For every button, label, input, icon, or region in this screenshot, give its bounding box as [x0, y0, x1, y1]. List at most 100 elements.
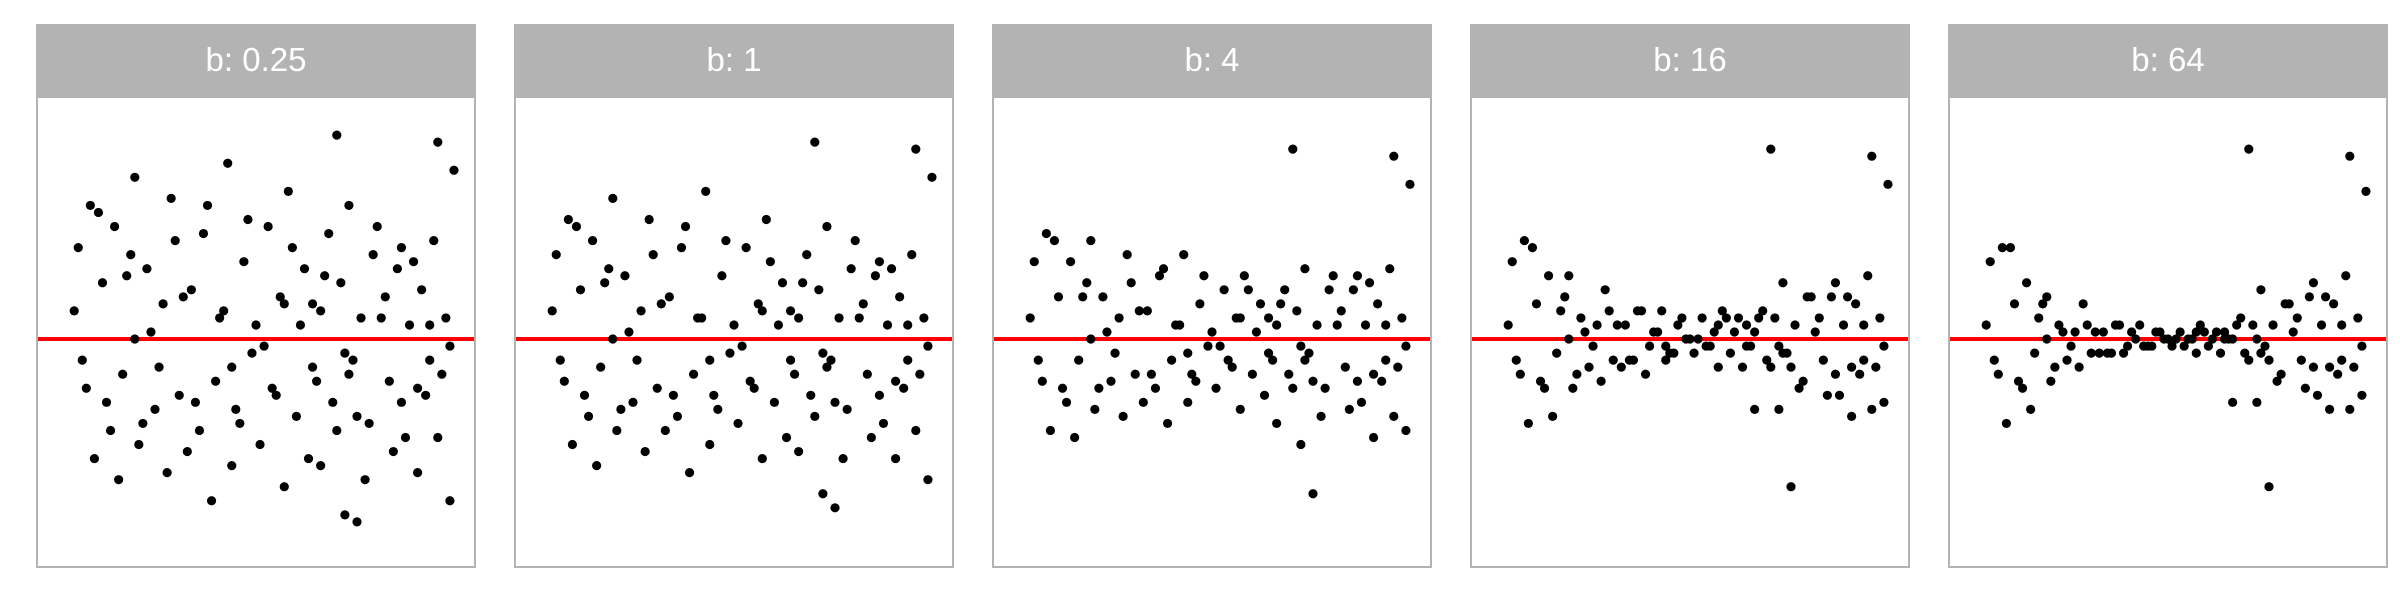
- data-point: [2252, 334, 2262, 344]
- scatter-plot: [38, 130, 474, 527]
- data-point: [1592, 320, 1602, 330]
- data-point: [2042, 292, 2052, 302]
- data-point: [842, 404, 852, 414]
- data-point: [624, 327, 634, 337]
- data-point: [757, 306, 767, 316]
- data-point: [312, 376, 322, 386]
- data-point: [777, 278, 788, 288]
- data-point: [425, 320, 435, 330]
- data-point: [2147, 341, 2157, 351]
- data-point: [2308, 362, 2319, 372]
- data-point: [1389, 411, 1399, 421]
- data-point: [332, 425, 342, 436]
- data-point: [1997, 243, 2007, 253]
- data-point: [684, 468, 695, 478]
- data-point: [2199, 327, 2209, 337]
- data-point: [1786, 482, 1796, 492]
- data-point: [251, 320, 261, 330]
- data-point: [882, 320, 893, 330]
- facet-panel-b-64: b: 64: [1948, 24, 2388, 568]
- data-point: [721, 235, 731, 246]
- data-point: [146, 327, 156, 337]
- data-point: [830, 503, 840, 513]
- data-point: [1693, 334, 1703, 344]
- data-point: [2094, 348, 2104, 358]
- data-point: [174, 390, 184, 400]
- data-point: [2175, 327, 2185, 337]
- data-point: [388, 446, 398, 457]
- data-point: [1806, 292, 1816, 302]
- data-point: [1348, 285, 1358, 295]
- data-point: [413, 383, 423, 393]
- data-point: [1134, 306, 1144, 316]
- data-point: [1284, 369, 1294, 379]
- data-point: [1219, 285, 1229, 295]
- data-point: [1393, 362, 1403, 372]
- data-point: [1989, 355, 1999, 365]
- data-point: [1207, 327, 1217, 337]
- data-point: [1126, 278, 1136, 288]
- data-point: [1786, 362, 1796, 372]
- data-point: [1527, 243, 1538, 253]
- data-point: [1814, 313, 1824, 323]
- data-point: [380, 292, 390, 302]
- data-point: [2284, 299, 2294, 309]
- data-point: [1110, 348, 1120, 358]
- data-point: [150, 404, 160, 414]
- data-point: [1766, 144, 1776, 154]
- data-point: [1272, 320, 1282, 330]
- data-point: [130, 334, 140, 344]
- data-point: [1094, 383, 1104, 393]
- data-point: [1049, 235, 1060, 246]
- data-point: [697, 313, 707, 323]
- data-point: [785, 306, 796, 316]
- data-point: [600, 278, 610, 288]
- data-point: [1150, 383, 1161, 393]
- data-point: [1025, 313, 1035, 323]
- data-point: [1863, 271, 1873, 281]
- data-point: [1669, 348, 1679, 358]
- data-point: [247, 348, 257, 358]
- data-point: [364, 418, 374, 429]
- data-point: [2139, 341, 2149, 351]
- data-point: [2078, 299, 2088, 309]
- data-point: [2001, 418, 2011, 429]
- data-point: [227, 362, 237, 372]
- data-point: [2325, 362, 2335, 372]
- data-point: [1029, 257, 1039, 267]
- data-point: [1320, 383, 1330, 393]
- data-point: [794, 446, 804, 457]
- data-point: [1705, 341, 1715, 351]
- data-point: [583, 411, 594, 421]
- data-point: [1276, 299, 1286, 309]
- data-point: [818, 348, 828, 358]
- data-point: [2264, 482, 2274, 492]
- data-point: [2203, 341, 2213, 351]
- data-point: [2264, 355, 2274, 365]
- data-point: [2046, 376, 2056, 386]
- data-point: [328, 397, 338, 407]
- data-point: [344, 200, 354, 211]
- data-point: [2215, 348, 2226, 358]
- data-point: [717, 271, 727, 281]
- data-point: [1098, 292, 1108, 302]
- data-point: [372, 221, 382, 232]
- data-point: [2098, 327, 2108, 337]
- data-point: [1713, 320, 1723, 330]
- data-point: [178, 292, 188, 302]
- data-point: [2179, 341, 2189, 351]
- data-point: [672, 411, 683, 421]
- data-point: [324, 228, 334, 239]
- data-point: [1798, 376, 1808, 386]
- data-point: [1733, 313, 1744, 323]
- data-point: [202, 200, 213, 211]
- data-point: [802, 250, 812, 260]
- data-point: [1576, 313, 1586, 323]
- data-point: [2038, 299, 2048, 309]
- data-point: [1503, 320, 1513, 330]
- data-point: [1255, 299, 1266, 309]
- data-point: [1259, 390, 1270, 400]
- data-point: [1328, 271, 1338, 281]
- data-point: [588, 235, 598, 246]
- data-point: [1308, 489, 1318, 499]
